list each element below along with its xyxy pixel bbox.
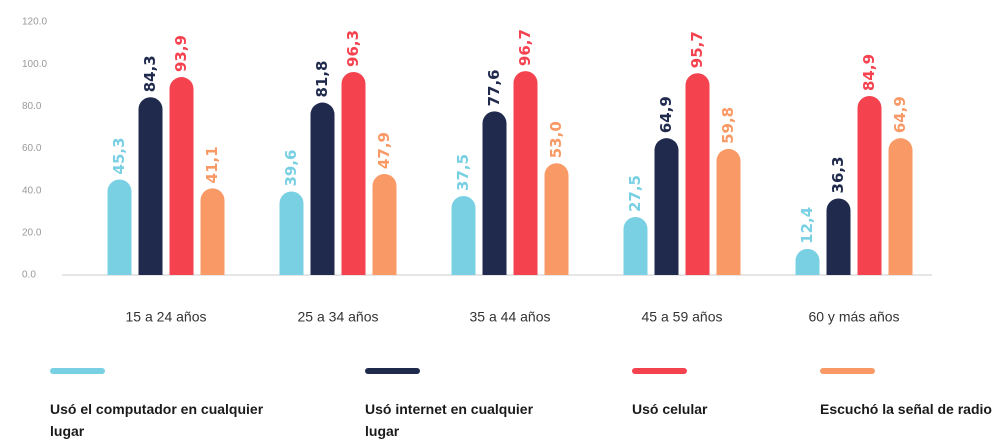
bar (200, 188, 225, 275)
y-tick-label: 120.0 (22, 17, 47, 28)
bar (310, 102, 335, 275)
bar (888, 138, 913, 275)
value-label: 53,0 (547, 121, 565, 158)
value-label: 96,7 (516, 29, 534, 66)
bar (685, 73, 710, 275)
x-tick-label: 25 a 34 años (298, 309, 379, 325)
value-label: 93,9 (172, 35, 190, 72)
bar (169, 77, 194, 275)
y-tick-label: 0.0 (22, 270, 36, 281)
value-label: 84,9 (860, 54, 878, 91)
bar (544, 163, 569, 275)
bar (372, 174, 397, 275)
x-tick-label: 35 a 44 años (470, 309, 551, 325)
bar (341, 71, 366, 275)
y-tick-label: 80.0 (22, 101, 42, 112)
legend-label: Usó celular (632, 401, 708, 417)
bar (623, 217, 648, 275)
legend-item: Usó el computador en cualquier lugar (50, 368, 280, 442)
bar (716, 148, 741, 275)
value-label: 84,3 (141, 55, 159, 92)
y-tick-label: 100.0 (22, 59, 47, 70)
x-tick-label: 45 a 59 años (642, 309, 723, 325)
value-label: 41,1 (203, 146, 221, 183)
bar (513, 71, 538, 275)
legend-label: Escuchó la señal de radio (820, 401, 992, 417)
value-label: 64,9 (657, 96, 675, 133)
bar (138, 97, 163, 275)
bar (482, 111, 507, 275)
bar (451, 195, 476, 275)
legend-swatch (820, 368, 875, 374)
value-label: 59,8 (719, 107, 737, 144)
legend-label: Usó internet en cualquier lugar (365, 401, 534, 439)
chart: 0.0 20.0 40.0 60.0 80.0 100.0 120.0 15 a 24 año… (22, 17, 932, 325)
value-label: 47,9 (375, 132, 393, 169)
value-label: 96,3 (344, 30, 362, 67)
legend-item: Usó celular (632, 368, 782, 420)
value-label: 27,5 (626, 175, 644, 212)
bar (279, 191, 304, 275)
bar (857, 96, 882, 275)
bar (795, 248, 820, 275)
y-tick-label: 60.0 (22, 143, 42, 154)
value-label: 39,6 (282, 149, 300, 186)
x-tick-label: 60 y más años (808, 309, 899, 325)
y-tick-label: 20.0 (22, 227, 42, 238)
value-label: 77,6 (485, 69, 503, 106)
legend-item: Escuchó la señal de radio (820, 368, 995, 420)
bar (826, 198, 851, 275)
value-label: 12,4 (798, 207, 816, 244)
bar (654, 138, 679, 275)
legend-swatch (50, 368, 105, 374)
legend-swatch (365, 368, 420, 374)
y-tick-label: 40.0 (22, 185, 42, 196)
legend-swatch (632, 368, 687, 374)
value-label: 45,3 (110, 137, 128, 174)
value-label: 64,9 (891, 96, 909, 133)
value-label: 37,5 (454, 154, 472, 191)
value-label: 81,8 (313, 61, 331, 98)
bar (107, 179, 132, 275)
x-tick-label: 15 a 24 años (126, 309, 207, 325)
legend-label: Usó el computador en cualquier lugar (50, 401, 264, 439)
legend-item: Usó internet en cualquier lugar (365, 368, 565, 442)
value-label: 36,3 (829, 156, 847, 193)
value-label: 95,7 (688, 31, 706, 68)
